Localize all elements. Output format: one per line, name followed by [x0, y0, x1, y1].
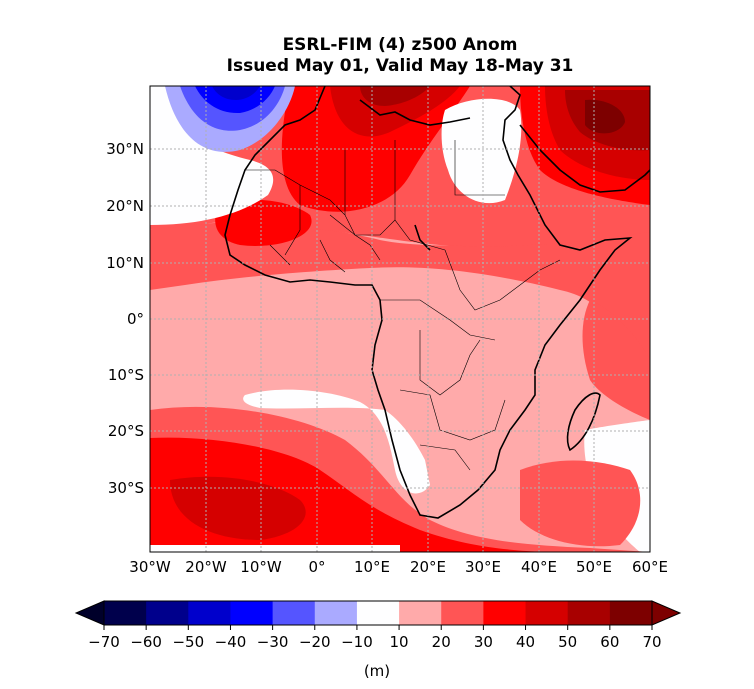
colorbar-tick-label: −30: [257, 633, 289, 651]
map-subtitle: Issued May 01, Valid May 18-May 31: [226, 56, 574, 76]
coastline: [224, 86, 650, 519]
colorbar-tick-label: −50: [172, 633, 204, 651]
colorbar-under-arrow: [74, 600, 105, 626]
anomaly-field: [150, 86, 650, 552]
lon-tick-label: 30°E: [465, 558, 501, 576]
lon-tick-label: 30°W: [129, 558, 171, 576]
colorbar-over-arrow: [651, 600, 682, 626]
lon-tick-label: 20°W: [185, 558, 227, 576]
colorbar-cell: [230, 601, 274, 625]
colorbar-cell: [356, 601, 400, 625]
colorbar-tick-label: 30: [474, 633, 493, 651]
lon-tick-label: 40°E: [521, 558, 557, 576]
lon-tick-label: 20°E: [410, 558, 446, 576]
country-borders: [245, 140, 561, 471]
lat-tick-label: 20°N: [106, 197, 144, 215]
colorbar-cell: [188, 601, 231, 625]
colorbar-tick-label: −70: [88, 633, 120, 651]
map-title: ESRL-FIM (4) z500 Anom: [282, 35, 518, 55]
colorbar-tick-label: 70: [642, 633, 661, 651]
lon-tick-label: 60°E: [632, 558, 668, 576]
colorbar-cell: [609, 601, 653, 625]
lat-tick-label: 10°S: [108, 366, 144, 384]
lon-tick-labels: 30°W 20°W 10°W 0° 10°E 20°E 30°E 40°E 50…: [129, 558, 668, 576]
colorbar-tick-label: 40: [516, 633, 535, 651]
map-frame: [149, 85, 651, 553]
colorbar-cell: [272, 601, 316, 625]
colorbar-cell: [314, 601, 358, 625]
colorbar-cell: [525, 601, 569, 625]
colorbar-cell: [146, 601, 189, 625]
colorbar-cell: [399, 601, 442, 625]
colorbar-cell: [567, 601, 611, 625]
lat-tick-label: 30°N: [106, 140, 144, 158]
colorbar-cell: [483, 601, 527, 625]
colorbar-units: (m): [363, 662, 391, 680]
colorbar-frame: [103, 600, 653, 626]
lat-tick-labels: 30°N 20°N 10°N 0° 10°S 20°S 30°S: [106, 140, 144, 497]
lon-tick-label: 0°: [308, 558, 325, 576]
colorbar-cell: [104, 601, 147, 625]
lon-tick-label: 50°E: [576, 558, 612, 576]
colorbar-tick-label: −10: [341, 633, 373, 651]
lat-tick-label: 30°S: [108, 479, 144, 497]
colorbar-tick-label: 50: [558, 633, 577, 651]
colorbar-tick-label: −60: [130, 633, 162, 651]
colorbar-tick-label: 10: [390, 633, 409, 651]
colorbar-tick-label: −40: [215, 633, 247, 651]
lon-tick-label: 10°E: [354, 558, 390, 576]
lon-tick-label: 10°W: [240, 558, 282, 576]
lat-tick-label: 20°S: [108, 422, 144, 440]
lat-tick-label: 0°: [127, 310, 144, 328]
gridlines: [150, 86, 650, 552]
colorbar-tick-label: −20: [299, 633, 331, 651]
colorbar-tick-label: 20: [432, 633, 451, 651]
colorbar-tick-label: 60: [600, 633, 619, 651]
colorbar-cell: [441, 601, 484, 625]
colorbar: −70 −60 −50 −40 −30 −20 −10 10 20 30 40 50 60 70: [74, 600, 682, 651]
lat-tick-label: 10°N: [106, 254, 144, 272]
